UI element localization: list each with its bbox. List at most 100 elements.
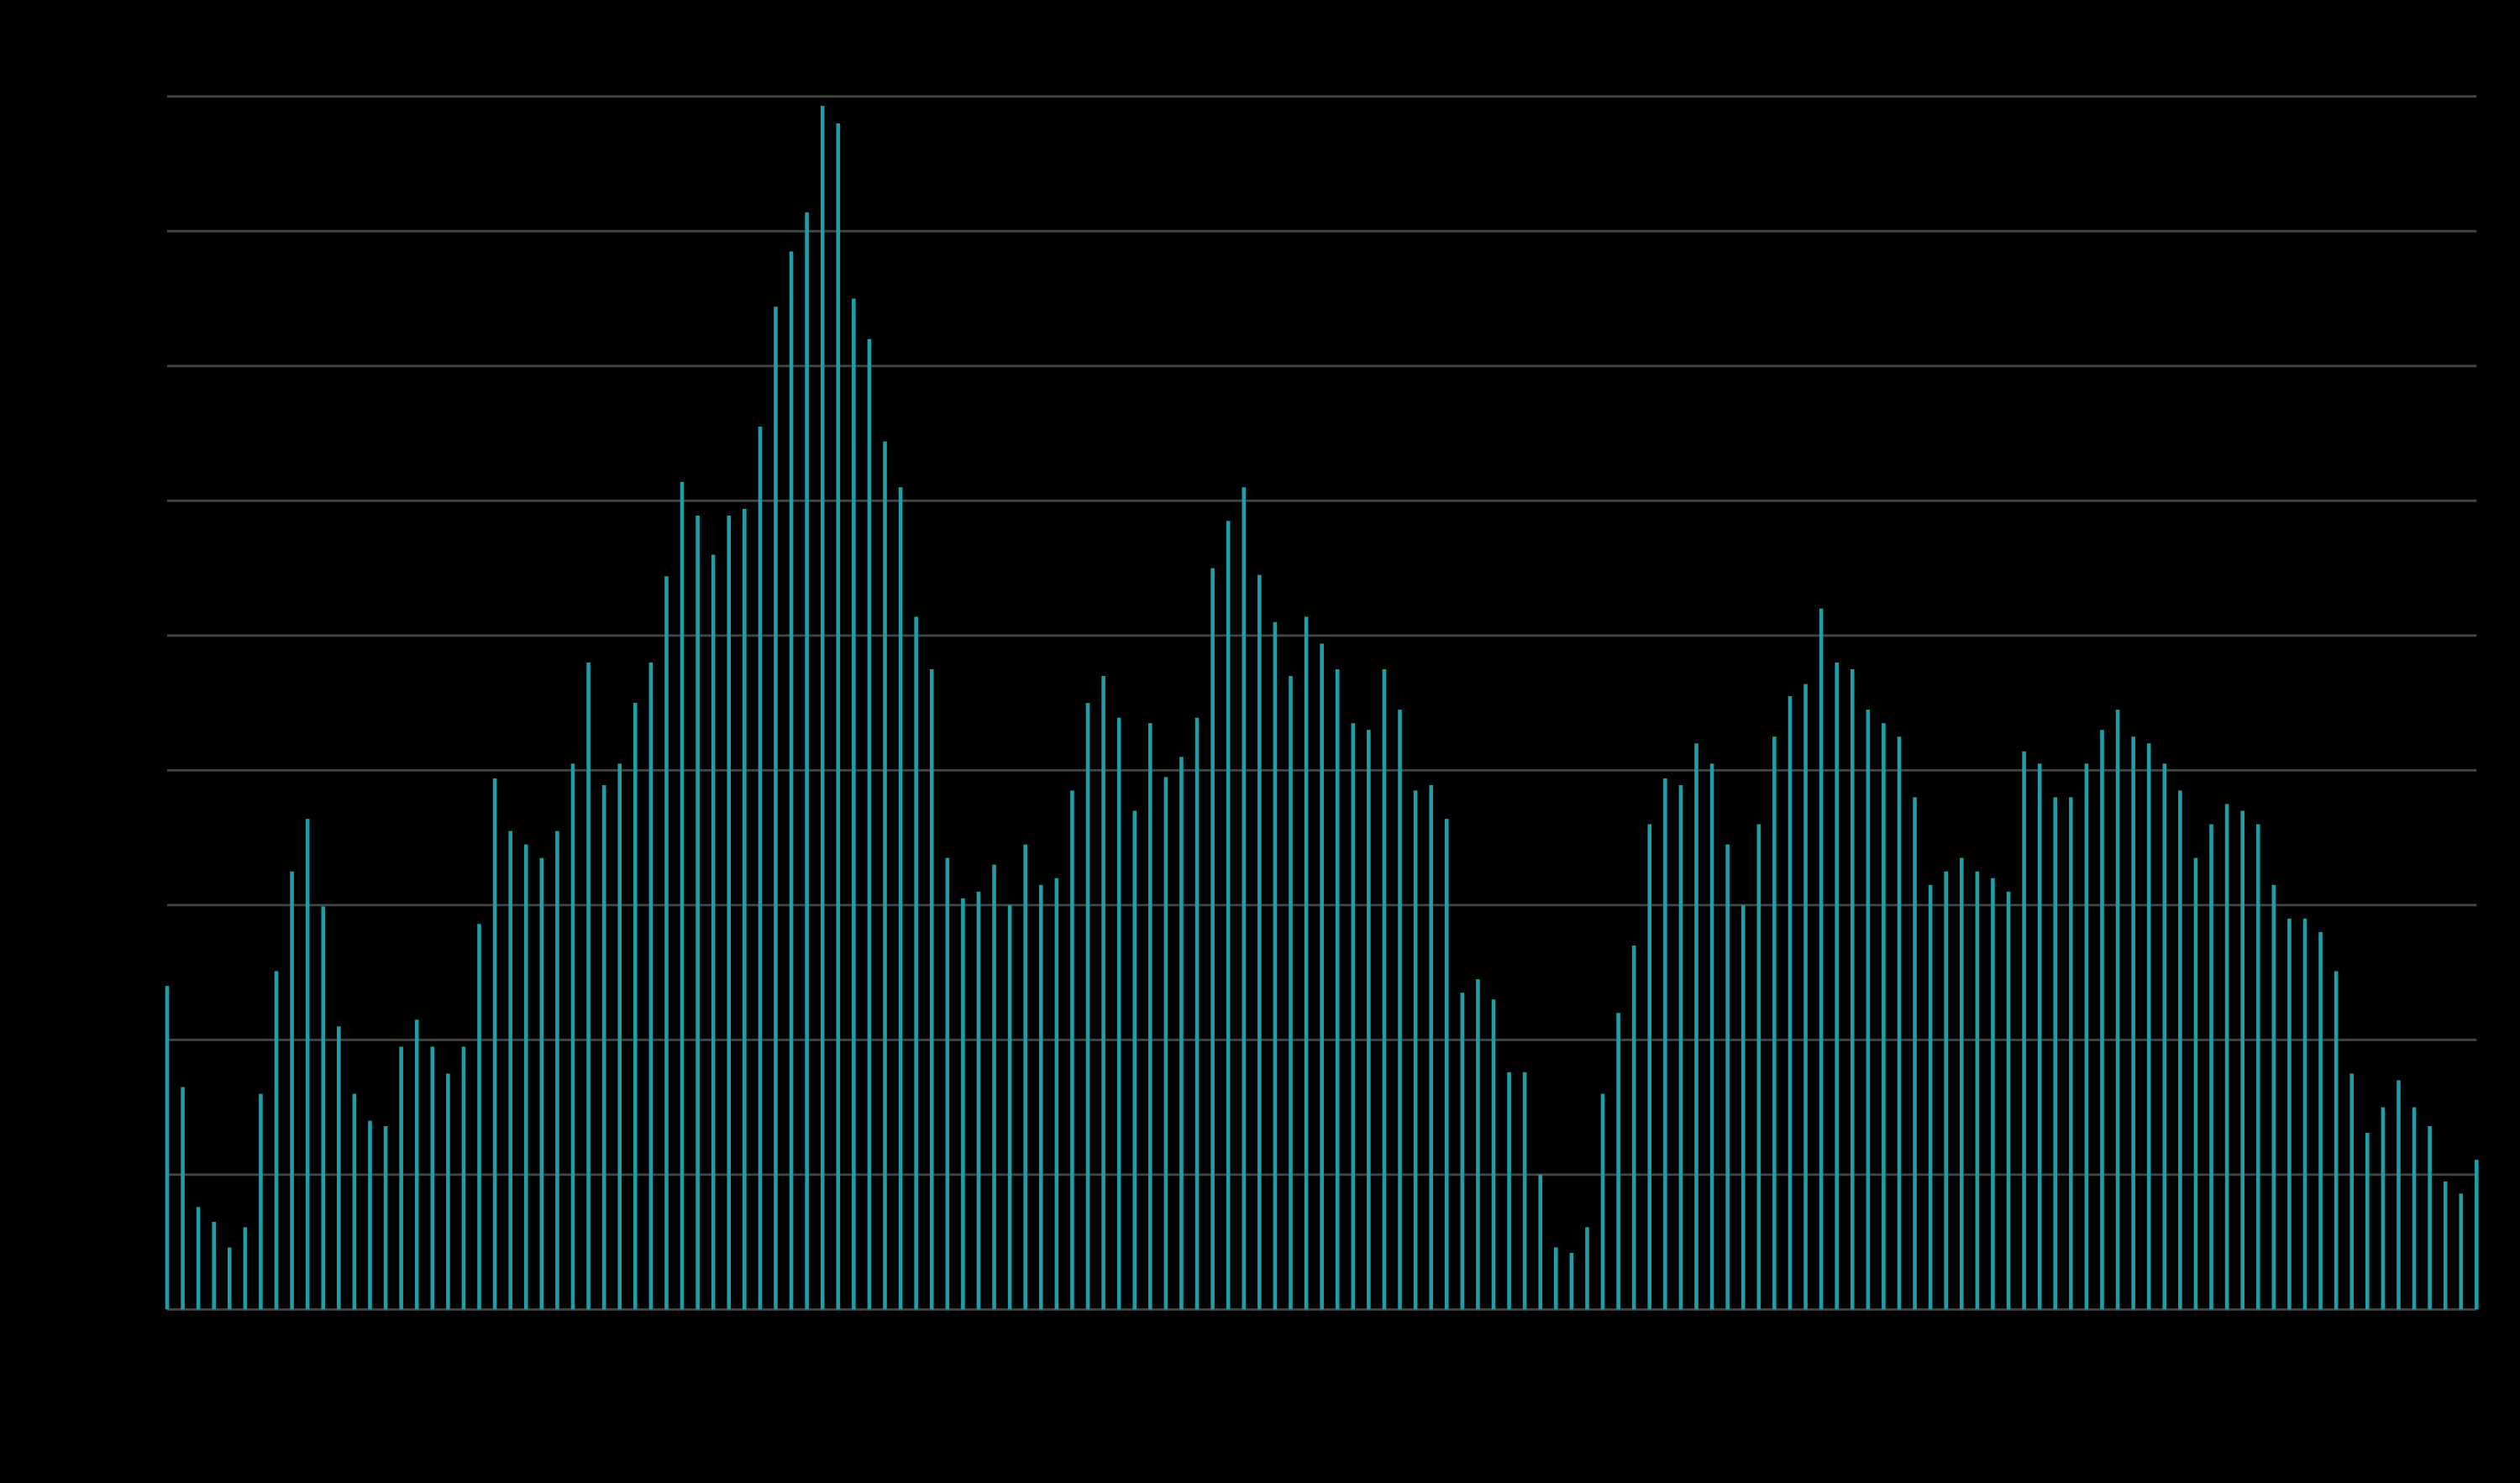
bar: [648, 662, 654, 1310]
bar: [2209, 824, 2213, 1310]
bar: [1148, 723, 1152, 1310]
bar: [274, 971, 279, 1310]
bar: [2302, 918, 2307, 1310]
bar: [1226, 521, 1231, 1310]
bar: [1991, 878, 1995, 1310]
bar: [1163, 777, 1168, 1310]
bar: [1647, 824, 1652, 1310]
bar: [1289, 675, 1293, 1310]
bar: [1663, 778, 1667, 1310]
bar: [1320, 643, 1324, 1310]
bar: [337, 1026, 341, 1310]
bar: [2069, 797, 2073, 1310]
bar: [836, 123, 841, 1310]
bar: [820, 106, 825, 1310]
bar: [2037, 763, 2042, 1310]
bar: [2412, 1107, 2417, 1310]
bar: [586, 662, 591, 1310]
bar: [1476, 979, 1480, 1310]
bar: [446, 1073, 450, 1310]
y-tick-label: 9: [137, 84, 148, 106]
bar: [1866, 710, 1871, 1310]
bar: [477, 924, 481, 1310]
bar: [1819, 608, 1824, 1310]
bar: [2022, 751, 2026, 1310]
bar: [461, 1046, 466, 1310]
bar: [1242, 487, 1247, 1310]
bar: [805, 212, 809, 1310]
bar: [945, 857, 950, 1310]
bar: [383, 1126, 388, 1310]
bar: [852, 298, 856, 1310]
y-tick-label: 2: [137, 1027, 148, 1049]
bar: [1725, 844, 1730, 1310]
bar: [2006, 891, 2011, 1310]
bar: [2224, 804, 2229, 1310]
y-tick-label: 7: [137, 354, 148, 375]
bar: [227, 1247, 232, 1310]
bar: [1944, 871, 1949, 1310]
bar: [1101, 675, 1105, 1310]
bar: [1413, 790, 1418, 1310]
bar: [1928, 884, 1933, 1310]
y-tick-label: 5: [137, 623, 148, 645]
bar: [1975, 871, 1980, 1310]
bar: [305, 819, 310, 1310]
bar: [1694, 743, 1698, 1310]
bar: [2131, 736, 2135, 1310]
bar: [508, 831, 512, 1310]
bar: [1429, 784, 1433, 1310]
bar: [1038, 884, 1043, 1310]
bar: [2334, 971, 2339, 1310]
bar: [696, 515, 700, 1310]
bar: [2428, 1126, 2432, 1310]
bar: [617, 763, 622, 1310]
bar: [1444, 819, 1449, 1310]
bar: [758, 427, 763, 1310]
bar: [1756, 824, 1761, 1310]
bar: [290, 871, 294, 1310]
bar: [727, 515, 732, 1310]
bar: [680, 481, 685, 1310]
bar: [368, 1120, 372, 1310]
bar: [259, 1093, 263, 1310]
bar: [1709, 763, 1714, 1310]
y-tick-label: 8: [137, 218, 148, 240]
bar: [1132, 810, 1137, 1310]
bar: [633, 703, 638, 1310]
bar: [789, 251, 794, 1310]
bar: [1585, 1227, 1589, 1310]
bar: [570, 763, 575, 1310]
bar: [492, 778, 497, 1310]
bar: [1179, 757, 1184, 1310]
bar: [664, 576, 669, 1310]
bar: [1335, 668, 1340, 1310]
bar: [243, 1227, 248, 1310]
bar: [523, 844, 528, 1310]
bar: [929, 668, 934, 1310]
bar: [2255, 824, 2260, 1310]
bar: [181, 1087, 185, 1310]
y-tick-label: 3: [137, 893, 148, 914]
y-tick-label: 1: [137, 1162, 148, 1184]
bar: [2240, 810, 2244, 1310]
bar: [2162, 763, 2167, 1310]
bar: [2146, 743, 2151, 1310]
bar: [2287, 918, 2292, 1310]
bar: [601, 784, 606, 1310]
bar: [1835, 662, 1839, 1310]
bar: [2443, 1181, 2448, 1310]
bar: [1367, 730, 1371, 1310]
bar: [212, 1222, 217, 1310]
bar: [321, 906, 326, 1310]
bar: [743, 508, 747, 1310]
bar: [898, 487, 903, 1310]
bar: [1522, 1072, 1527, 1310]
bar: [2397, 1080, 2401, 1310]
bar: [1210, 568, 1215, 1310]
bar: [867, 338, 872, 1310]
bar: [1600, 1093, 1605, 1310]
bar: [1491, 999, 1496, 1310]
